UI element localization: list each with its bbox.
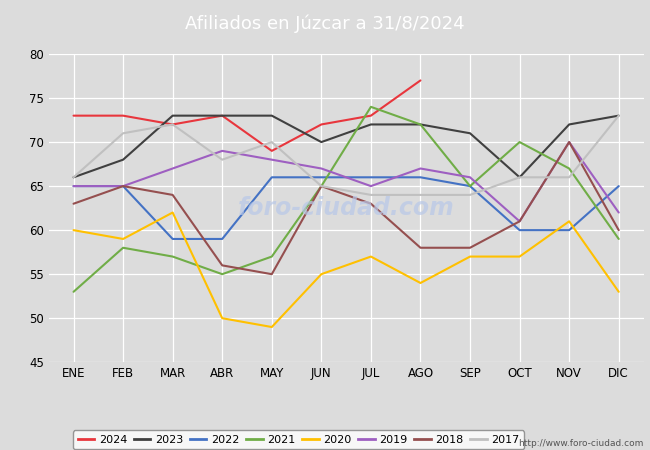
Text: Afiliados en Júzcar a 31/8/2024: Afiliados en Júzcar a 31/8/2024 bbox=[185, 14, 465, 33]
Text: http://www.foro-ciudad.com: http://www.foro-ciudad.com bbox=[518, 439, 644, 448]
Legend: 2024, 2023, 2022, 2021, 2020, 2019, 2018, 2017: 2024, 2023, 2022, 2021, 2020, 2019, 2018… bbox=[73, 430, 524, 449]
Text: foro-ciudad.com: foro-ciudad.com bbox=[238, 196, 454, 220]
